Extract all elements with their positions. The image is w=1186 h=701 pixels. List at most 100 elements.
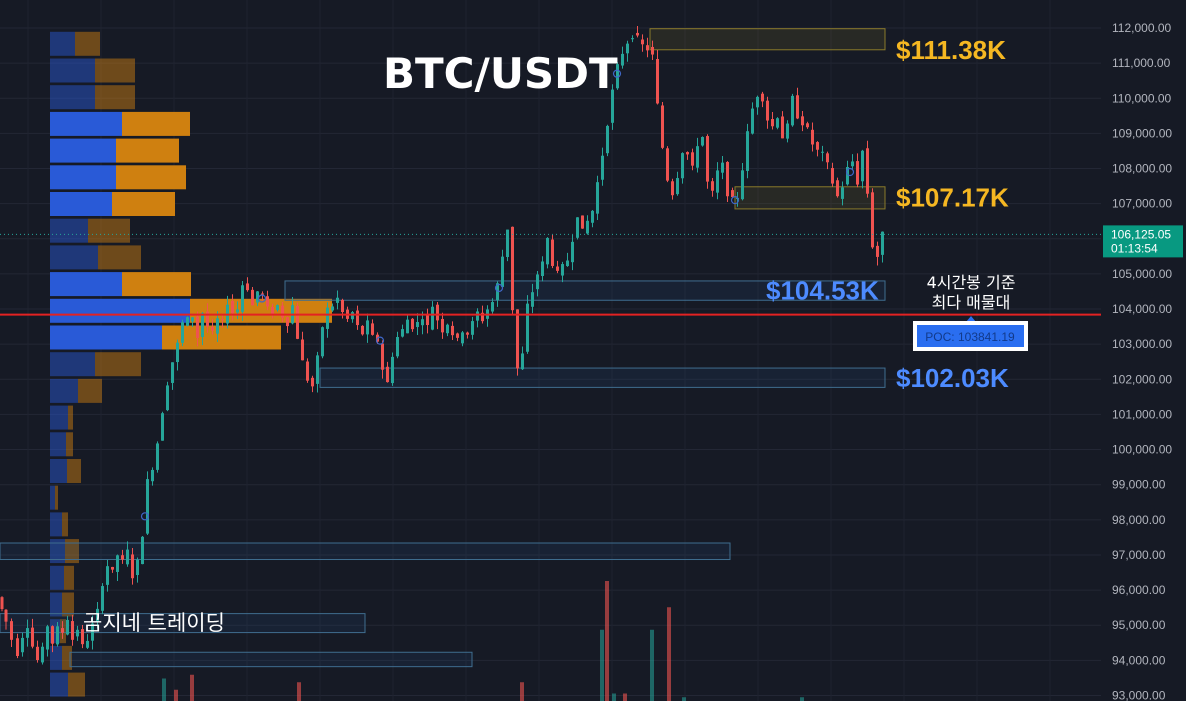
candle-body <box>4 609 8 622</box>
profile-buy-bar <box>50 512 62 537</box>
price-axis[interactable]: 112,000.00 111,000.00 110,000.00 109,000.00… <box>1112 21 1172 701</box>
candle-body <box>786 123 789 139</box>
profile-buy-bar <box>50 85 95 110</box>
candlesticks <box>0 26 884 665</box>
profile-buy-bar <box>50 298 190 323</box>
candle-body <box>306 361 309 381</box>
candle-body <box>366 320 369 335</box>
candle-body <box>616 64 619 89</box>
y-tick-label: 93,000.00 <box>1112 688 1166 701</box>
candle-body <box>166 385 169 411</box>
candle-body <box>171 362 174 383</box>
candle-body <box>426 313 429 326</box>
candle-body <box>791 95 794 126</box>
pivot-marker <box>140 512 150 521</box>
candle-body <box>871 192 874 248</box>
y-tick-label: 107,000.00 <box>1112 197 1172 211</box>
candle-body <box>506 229 509 257</box>
candle-body <box>86 640 89 648</box>
volume-bar <box>520 682 524 701</box>
profile-sell-bar <box>67 458 81 483</box>
candle-body <box>206 311 209 327</box>
candle-body <box>436 304 439 321</box>
candle-body <box>66 619 69 635</box>
candle-body <box>536 274 539 290</box>
candle-body <box>201 313 204 337</box>
y-tick-label: 104,000.00 <box>1112 302 1172 316</box>
candle-body <box>46 626 49 650</box>
candle-body <box>551 239 554 266</box>
level-label: $102.03K <box>896 363 1009 393</box>
candle-body <box>696 146 699 168</box>
level-label: $107.17K <box>896 183 1009 213</box>
y-tick-label: 110,000.00 <box>1112 91 1171 105</box>
profile-buy-bar <box>50 565 64 590</box>
y-tick-label: 101,000.00 <box>1112 407 1172 421</box>
supply-zone <box>734 186 886 210</box>
profile-buy-bar <box>50 458 67 483</box>
profile-buy-bar <box>50 58 95 83</box>
candle-body <box>431 306 434 330</box>
profile-buy-bar <box>50 192 112 217</box>
candle-body <box>131 554 134 579</box>
candle-body <box>796 95 799 119</box>
profile-sell-bar <box>68 405 73 430</box>
profile-sell-bar <box>122 111 190 136</box>
candle-body <box>521 353 524 370</box>
profile-sell-bar <box>88 218 130 243</box>
candle-body <box>371 323 374 335</box>
profile-buy-bar <box>50 325 162 350</box>
profile-buy-bar <box>50 485 55 510</box>
candle-body <box>556 266 559 271</box>
poc-callout: POC: 103841.19 <box>913 316 1028 351</box>
candle-body <box>256 291 259 303</box>
candle-body <box>311 377 314 387</box>
profile-sell-bar <box>116 165 186 190</box>
candle-body <box>701 137 704 146</box>
candle-body <box>836 180 839 197</box>
y-tick-label: 100,000.00 <box>1112 443 1172 457</box>
volume-bar <box>600 629 604 701</box>
y-tick-label: 102,000.00 <box>1112 372 1172 386</box>
volume-profile <box>50 31 332 697</box>
candle-body <box>621 53 624 66</box>
candle-body <box>276 305 279 311</box>
candle-body <box>881 231 884 255</box>
candle-body <box>186 317 189 326</box>
candle-body <box>151 469 154 482</box>
profile-buy-bar <box>50 218 88 243</box>
candle-body <box>726 161 729 197</box>
candle-body <box>516 309 519 369</box>
candle-body <box>666 148 669 181</box>
candle-body <box>481 312 484 322</box>
candle-body <box>606 125 609 154</box>
level-labels: $111.38K $107.17K $104.53K $102.03K <box>766 35 1009 393</box>
poc-label: POC: 103841.19 <box>925 330 1015 344</box>
candle-body <box>656 58 659 104</box>
y-tick-label: 98,000.00 <box>1112 513 1166 527</box>
candle-body <box>261 293 264 295</box>
demand-zone <box>0 542 731 561</box>
candle-body <box>561 264 564 276</box>
candle-body <box>466 332 469 335</box>
candle-body <box>826 153 829 163</box>
candle-body <box>176 342 179 363</box>
candle-body <box>716 170 719 193</box>
candle-body <box>601 155 604 180</box>
pivot-marker <box>845 167 855 177</box>
candle-body <box>571 241 574 263</box>
candle-body <box>731 190 734 198</box>
candle-body <box>281 305 284 318</box>
candle-body <box>21 637 24 653</box>
last-price-value: 106,125.05 <box>1111 227 1171 241</box>
profile-buy-bar <box>50 619 60 644</box>
candle-timer: 01:13:54 <box>1111 241 1158 255</box>
brand-label: 곰지네 트레이딩 <box>83 611 225 635</box>
pivot-marker <box>257 294 267 303</box>
candle-body <box>526 303 529 352</box>
candle-body <box>321 327 324 357</box>
profile-buy-bar <box>50 165 116 190</box>
y-tick-label: 99,000.00 <box>1112 478 1166 492</box>
profile-sell-bar <box>55 485 58 510</box>
